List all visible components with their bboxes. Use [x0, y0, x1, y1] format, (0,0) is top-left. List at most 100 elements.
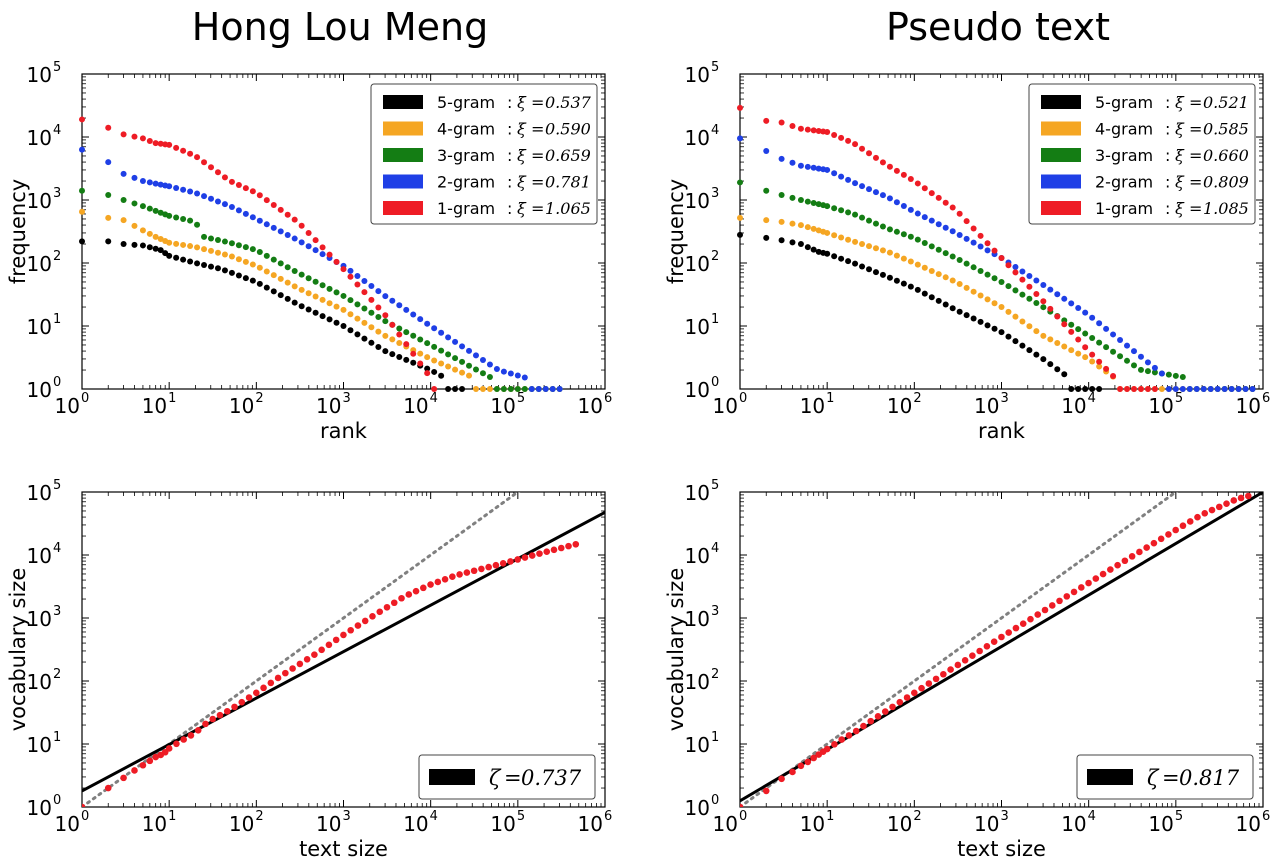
data-point — [478, 565, 485, 573]
data-point-4-gram — [1068, 347, 1075, 354]
legend-swatch-2-gram — [383, 174, 423, 189]
y-axis-label: vocabulary size — [6, 568, 30, 732]
data-point-2-gram — [535, 386, 542, 392]
data-point-1-gram — [319, 244, 326, 251]
legend-label-1-gram: 1-gram — [437, 199, 495, 218]
data-point-3-gram — [221, 238, 228, 245]
data-point-4-gram — [228, 253, 235, 260]
legend-frame — [370, 83, 598, 225]
data-point-4-gram — [333, 303, 340, 310]
data-point-1-gram — [963, 218, 970, 225]
data-point-5-gram — [810, 246, 817, 253]
data-point — [139, 761, 147, 769]
data-point-5-gram — [921, 290, 928, 297]
data-point-1-gram — [298, 222, 305, 229]
y-tick-label-exponent: 2 — [711, 249, 719, 264]
data-point-3-gram — [737, 179, 743, 186]
data-point-5-gram — [249, 277, 256, 284]
data-point-4-gram — [859, 241, 866, 248]
legend-swatch-5-gram — [1041, 95, 1081, 109]
data-point-5-gram — [131, 241, 138, 248]
data-point — [252, 689, 260, 697]
data-point-3-gram — [1096, 339, 1103, 346]
data-point-4-gram — [382, 332, 389, 339]
y-tick-label-base: 10 — [685, 189, 710, 213]
x-tick-label-base: 10 — [316, 812, 341, 836]
data-point-2-gram — [1103, 325, 1110, 332]
legend-value: 0.521 — [1203, 93, 1249, 112]
data-point-5-gram — [886, 274, 893, 281]
data-point-4-gram — [486, 386, 493, 392]
data-point-4-gram — [1054, 339, 1061, 346]
data-point-4-gram — [312, 293, 319, 300]
data-point — [1048, 602, 1056, 609]
data-point-5-gram — [1040, 356, 1047, 363]
y-tick-label-base: 10 — [685, 378, 710, 402]
data-point — [1143, 544, 1150, 551]
legend-symbol: ξ — [1175, 93, 1185, 112]
data-point — [1237, 494, 1245, 502]
data-point — [1194, 513, 1201, 521]
data-point-3-gram — [1040, 304, 1047, 311]
x-tick-label-base: 10 — [974, 394, 999, 418]
legend-equals: = — [504, 766, 522, 790]
legend: ζ = 0.817 — [1076, 754, 1254, 800]
data-point-3-gram — [1012, 287, 1019, 294]
data-point — [1208, 506, 1216, 514]
data-point-2-gram — [797, 162, 804, 169]
data-point-1-gram — [375, 304, 382, 311]
y-tick-label-base: 10 — [685, 607, 710, 631]
data-point-1-gram — [242, 185, 249, 192]
data-point-5-gram — [1089, 386, 1096, 392]
data-point-5-gram — [459, 386, 466, 392]
data-point-4-gram — [1005, 308, 1012, 315]
data-point-3-gram — [886, 226, 893, 233]
legend-frame — [1076, 754, 1254, 800]
data-point-1-gram — [424, 370, 431, 377]
data-point-3-gram — [804, 198, 811, 205]
data-point — [499, 560, 507, 567]
data-point — [1114, 561, 1121, 569]
legend-symbol: ξ — [1175, 199, 1185, 218]
data-point — [507, 558, 514, 565]
x-tick-label-base: 10 — [1148, 394, 1173, 418]
data-point-2-gram — [298, 239, 305, 246]
data-point — [173, 740, 180, 748]
data-point-3-gram — [852, 211, 859, 218]
data-point-4-gram — [235, 256, 242, 263]
data-point-3-gram — [326, 285, 333, 292]
data-point-3-gram — [152, 207, 159, 214]
data-point-1-gram — [921, 185, 928, 192]
legend-swatch — [429, 769, 475, 785]
data-point — [311, 651, 318, 658]
data-point-1-gram — [815, 127, 822, 134]
data-point-3-gram — [263, 252, 270, 259]
data-point-5-gram — [935, 297, 942, 304]
data-point-2-gram — [1124, 342, 1131, 349]
data-point-4-gram — [845, 236, 852, 243]
data-point-5-gram — [866, 266, 873, 273]
data-point-2-gram — [872, 189, 879, 196]
data-point — [260, 684, 267, 692]
x-tick-label-base: 10 — [800, 394, 825, 418]
data-point-2-gram — [1221, 386, 1228, 392]
data-point-4-gram — [180, 241, 187, 248]
data-point-3-gram — [838, 207, 845, 214]
data-point-4-gram — [472, 386, 479, 392]
data-point-4-gram — [963, 284, 970, 291]
data-point-3-gram — [424, 340, 431, 347]
data-point — [1150, 539, 1158, 547]
data-point-4-gram — [417, 350, 424, 357]
data-point-2-gram — [368, 283, 375, 290]
data-point-3-gram — [466, 362, 473, 369]
data-point-4-gram — [354, 315, 361, 322]
data-point-2-gram — [120, 170, 127, 177]
data-point — [1136, 548, 1143, 556]
legend-value: 0.659 — [545, 146, 591, 165]
data-point-3-gram — [1130, 362, 1137, 369]
data-point — [296, 660, 304, 668]
data-point-3-gram — [166, 212, 173, 219]
legend-value: 1.085 — [1203, 199, 1249, 218]
